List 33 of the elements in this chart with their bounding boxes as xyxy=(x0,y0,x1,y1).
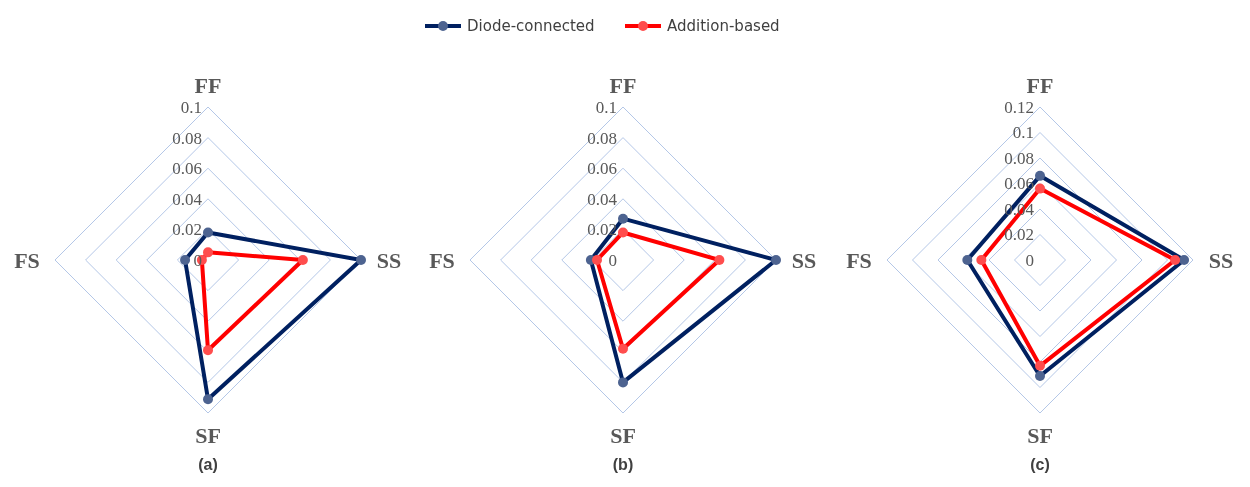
legend-label: Diode-connected xyxy=(467,17,595,36)
y-tick-label: 0 xyxy=(1025,250,1034,270)
spoke-label: FS xyxy=(846,247,872,273)
spoke-label: SF xyxy=(1027,422,1053,448)
y-tick-label: 0 xyxy=(608,250,617,270)
text: (c) xyxy=(1030,456,1050,473)
y-tick-label: 0.02 xyxy=(1004,225,1034,245)
y-tick-label: 0.08 xyxy=(587,128,617,148)
spoke-label: FS xyxy=(14,247,40,273)
spoke-label: FF xyxy=(1026,72,1054,98)
y-tick-label: 0.04 xyxy=(172,189,203,209)
y-tick-label: 0.06 xyxy=(587,159,617,179)
spoke-label: SF xyxy=(195,422,221,448)
y-tick-label: 0 xyxy=(193,250,202,270)
text: (b) xyxy=(612,456,634,473)
y-tick-label: 0.1 xyxy=(595,97,617,117)
spoke-label: FS xyxy=(429,247,455,273)
y-tick-label: 0.06 xyxy=(172,159,202,179)
y-tick-label: 0.08 xyxy=(1004,148,1034,168)
y-tick-label: 0.12 xyxy=(1004,97,1034,117)
text: (a) xyxy=(198,456,218,473)
y-tick-label: 0.1 xyxy=(1012,123,1034,143)
spoke-label: SS xyxy=(376,247,402,273)
spoke-label: FF xyxy=(194,72,222,98)
spoke-label: SS xyxy=(1208,247,1234,273)
y-tick-label: 0.1 xyxy=(180,97,202,117)
spoke-label: FF xyxy=(609,72,637,98)
y-tick-label: 0.04 xyxy=(587,189,618,209)
spoke-label: SS xyxy=(791,247,817,273)
spoke-label: SF xyxy=(610,422,636,448)
y-tick-label: 0.02 xyxy=(172,220,202,240)
y-tick-label: 0.08 xyxy=(172,128,202,148)
legend-label: Addition-based xyxy=(667,17,780,36)
